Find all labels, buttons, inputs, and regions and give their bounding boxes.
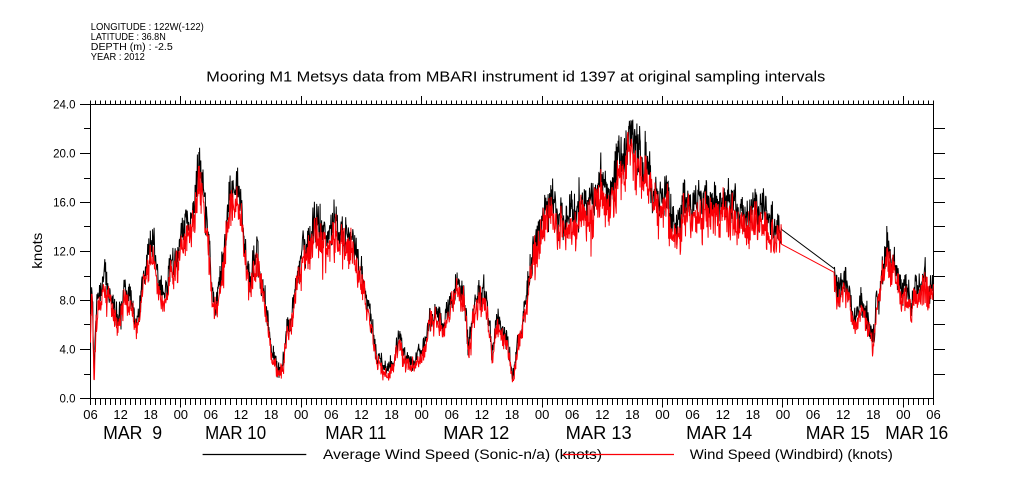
svg-text:Wind Speed (Windbird) (knots): Wind Speed (Windbird) (knots): [690, 447, 893, 462]
svg-text:LATITUDE : 36.8N: LATITUDE : 36.8N: [91, 32, 166, 43]
svg-text:MAR 13: MAR 13: [566, 423, 632, 443]
svg-text:18: 18: [143, 407, 157, 422]
svg-text:00: 00: [414, 407, 428, 422]
svg-text:12: 12: [595, 407, 609, 422]
svg-text:MAR 11: MAR 11: [325, 423, 386, 443]
svg-text:06: 06: [685, 407, 699, 422]
svg-text:18: 18: [264, 407, 278, 422]
svg-text:00: 00: [294, 407, 308, 422]
svg-text:24.0: 24.0: [53, 100, 75, 112]
svg-text:06: 06: [324, 407, 338, 422]
svg-text:00: 00: [776, 407, 790, 422]
svg-text:12: 12: [716, 407, 730, 422]
svg-text:DEPTH (m) : -2.5: DEPTH (m) : -2.5: [91, 42, 173, 53]
svg-text:18: 18: [625, 407, 639, 422]
svg-text:06: 06: [204, 407, 218, 422]
svg-text:MAR 10: MAR 10: [205, 423, 266, 443]
svg-text:MAR 15: MAR 15: [806, 423, 870, 443]
svg-text:00: 00: [535, 407, 549, 422]
svg-text:06: 06: [83, 407, 97, 422]
svg-text:06: 06: [565, 407, 579, 422]
svg-text:00: 00: [896, 407, 910, 422]
svg-text:12.0: 12.0: [53, 247, 75, 259]
svg-text:12: 12: [836, 407, 850, 422]
svg-text:Average Wind Speed (Sonic-n/a): Average Wind Speed (Sonic-n/a) (knots): [323, 447, 602, 462]
svg-text:YEAR : 2012: YEAR : 2012: [91, 52, 145, 63]
svg-text:18: 18: [384, 407, 398, 422]
svg-text:0.0: 0.0: [60, 394, 76, 406]
svg-text:8.0: 8.0: [60, 296, 76, 308]
svg-text:12: 12: [354, 407, 368, 422]
svg-text:12: 12: [475, 407, 489, 422]
svg-text:12: 12: [113, 407, 127, 422]
svg-text:00: 00: [655, 407, 669, 422]
svg-text:4.0: 4.0: [60, 345, 76, 357]
svg-text:06: 06: [926, 407, 940, 422]
svg-text:06: 06: [445, 407, 459, 422]
svg-text:20.0: 20.0: [53, 149, 75, 161]
svg-text:12: 12: [234, 407, 248, 422]
svg-text:18: 18: [866, 407, 880, 422]
svg-text:MAR 9: MAR 9: [103, 423, 162, 443]
svg-text:MAR 16: MAR 16: [885, 423, 948, 443]
svg-text:MAR 12: MAR 12: [443, 423, 509, 443]
svg-text:LONGITUDE : 122W(-122): LONGITUDE : 122W(-122): [91, 22, 204, 33]
svg-text:16.0: 16.0: [53, 198, 75, 210]
svg-text:18: 18: [505, 407, 519, 422]
svg-text:MAR 14: MAR 14: [686, 423, 752, 443]
svg-text:06: 06: [806, 407, 820, 422]
svg-text:Mooring M1 Metsys data from MB: Mooring M1 Metsys data from MBARI instru…: [206, 68, 825, 85]
svg-text:00: 00: [174, 407, 188, 422]
svg-text:18: 18: [746, 407, 760, 422]
svg-text:knots: knots: [29, 233, 45, 269]
